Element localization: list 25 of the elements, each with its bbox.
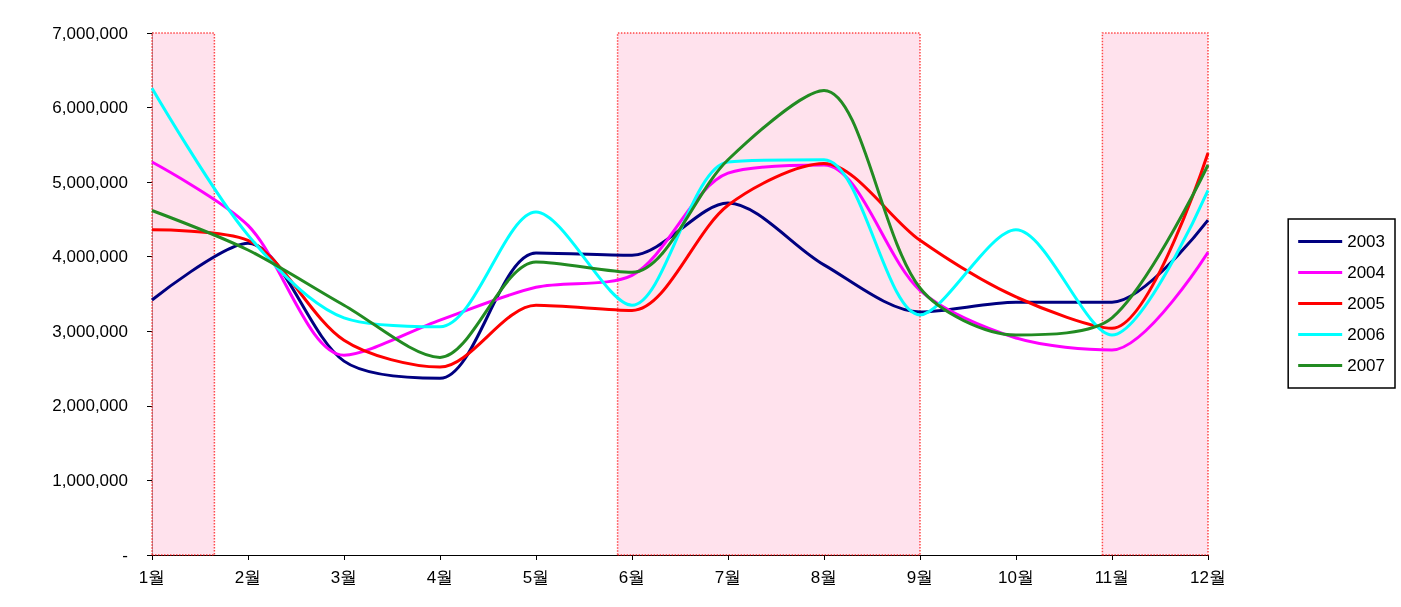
legend-label: 2003 xyxy=(1347,232,1386,251)
x-tick-label: 4월 xyxy=(426,568,454,587)
y-tick-label: 1,000,000 xyxy=(52,470,128,490)
legend-label: 2004 xyxy=(1347,263,1386,282)
legend-label: 2006 xyxy=(1347,325,1386,344)
y-tick-label: - xyxy=(122,545,128,565)
y-tick-label: 5,000,000 xyxy=(52,172,128,192)
y-tick-label: 2,000,000 xyxy=(52,396,128,416)
x-tick-label: 2월 xyxy=(234,568,262,587)
x-tick-label: 9월 xyxy=(906,568,934,587)
x-tick-label: 12월 xyxy=(1190,568,1226,587)
legend-label: 2005 xyxy=(1347,294,1386,313)
y-tick-label: 7,000,000 xyxy=(52,23,128,43)
legend-label: 2007 xyxy=(1347,356,1386,375)
x-tick-label: 1월 xyxy=(138,568,166,587)
x-tick-label: 5월 xyxy=(522,568,550,587)
y-tick-label: 3,000,000 xyxy=(52,321,128,341)
y-tick-label: 4,000,000 xyxy=(52,247,128,267)
x-tick-label: 6월 xyxy=(618,568,646,587)
x-tick-label: 8월 xyxy=(810,568,838,587)
x-tick-label: 10월 xyxy=(998,568,1034,587)
x-tick-label: 3월 xyxy=(330,568,358,587)
x-tick-label: 11월 xyxy=(1094,568,1130,587)
x-tick-label: 7월 xyxy=(714,568,742,587)
y-tick-label: 6,000,000 xyxy=(52,98,128,118)
